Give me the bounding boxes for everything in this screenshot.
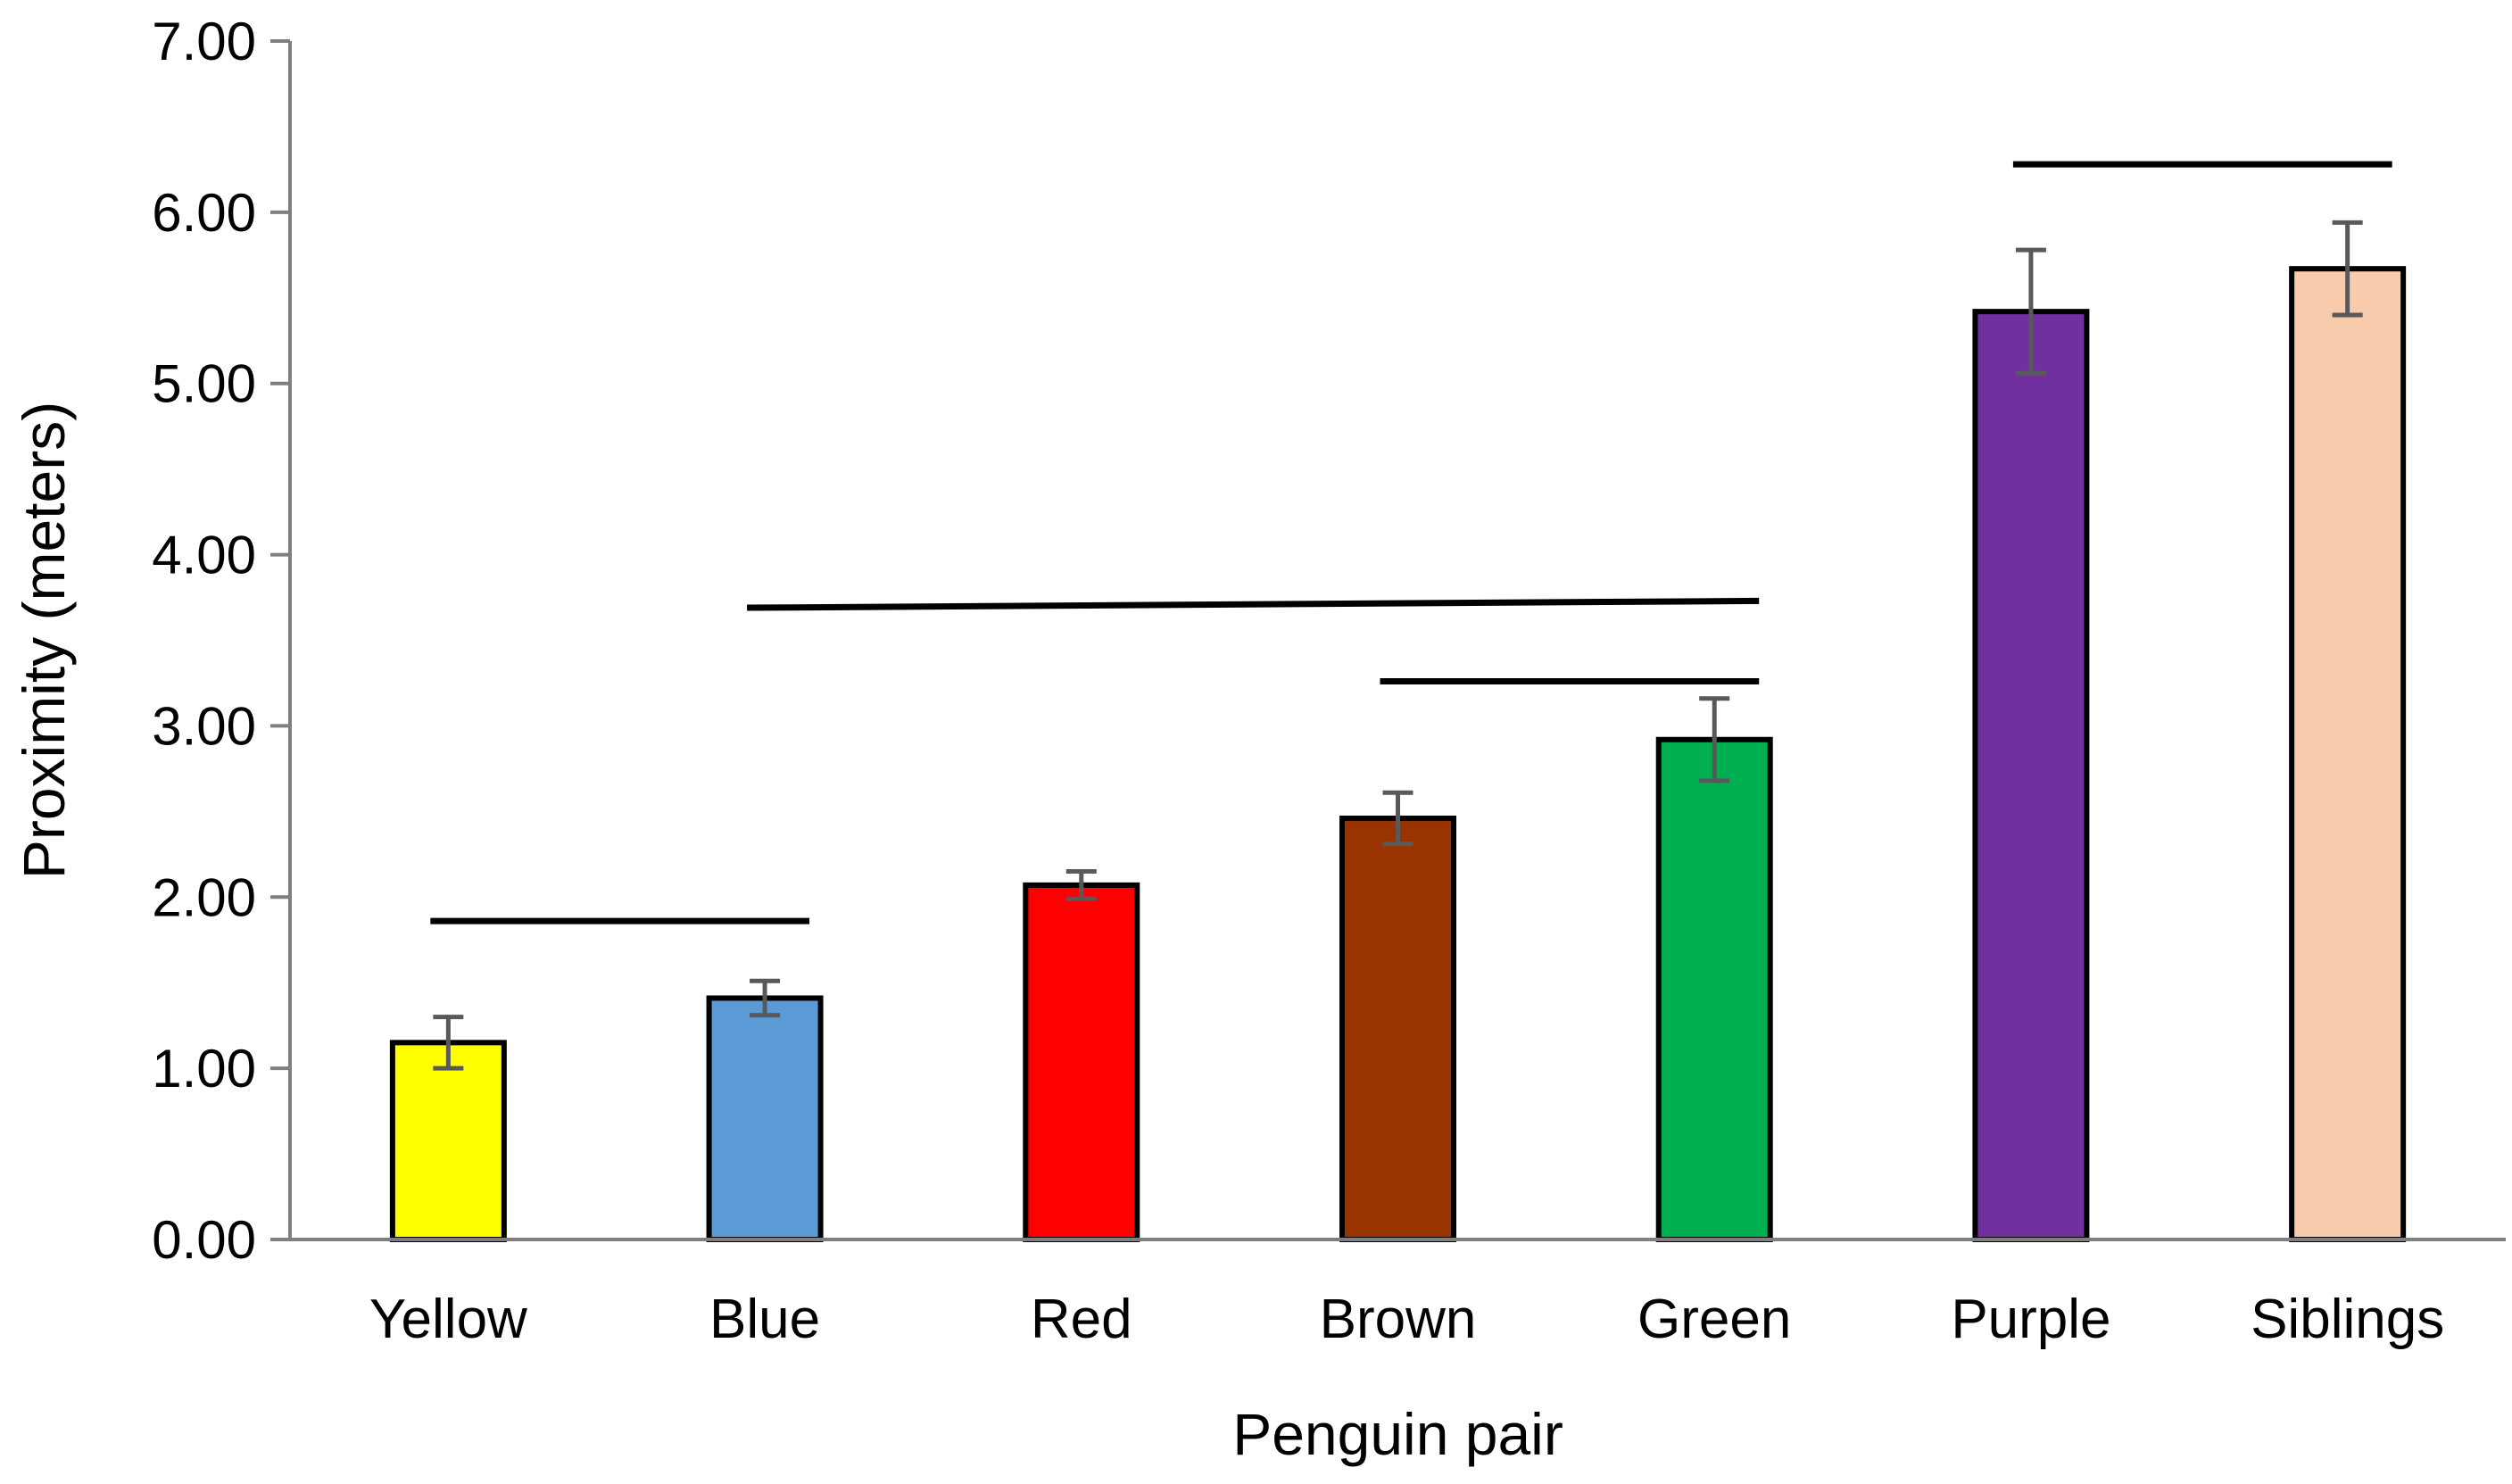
error-bar-siblings: [2332, 220, 2363, 318]
x-tick-label: Brown: [1320, 1289, 1477, 1350]
error-bar-brown: [1382, 790, 1414, 847]
bars: [389, 266, 2407, 1243]
bar-yellow: [389, 1040, 507, 1242]
x-tick-label: Purple: [1951, 1289, 2110, 1350]
bar-green: [1655, 736, 1773, 1242]
x-axis: Yellow Blue Red Brown Green Purple Siblings: [270, 1238, 2506, 1350]
error-bars: [433, 220, 2363, 1071]
y-tick-label: 6.00: [152, 183, 256, 243]
y-tick-label: 1.00: [152, 1039, 256, 1098]
bar-purple: [1972, 309, 2090, 1242]
y-tick-label: 3.00: [152, 696, 256, 756]
significance-brackets: [430, 161, 2392, 924]
x-tick-label: Red: [1031, 1289, 1132, 1350]
x-tick-label: Green: [1637, 1289, 1791, 1350]
x-tick-label: Yellow: [369, 1289, 527, 1350]
y-tick-label: 0.00: [152, 1210, 256, 1270]
y-axis: 0.00 1.00 2.00 3.00 4.00 5.00 6.00 7.00: [152, 12, 292, 1270]
error-bar-green: [1699, 696, 1730, 783]
y-tick-label: 4.00: [152, 526, 256, 585]
x-axis-title: Penguin pair: [1232, 1401, 1563, 1467]
error-bar-purple: [2015, 247, 2046, 376]
x-tick-label: Blue: [709, 1289, 820, 1350]
bar-red: [1023, 882, 1140, 1242]
significance-line-blue-green: [747, 597, 1760, 611]
y-tick-label: 7.00: [152, 12, 256, 71]
bar-brown: [1339, 816, 1456, 1242]
bar-blue: [706, 995, 824, 1243]
y-tick-label: 2.00: [152, 867, 256, 927]
y-axis-title: Proximity (meters): [11, 402, 77, 879]
error-bar-yellow: [433, 1015, 464, 1071]
error-bar-blue: [750, 978, 781, 1018]
bar-siblings: [2289, 266, 2407, 1242]
x-tick-label: Siblings: [2251, 1289, 2444, 1350]
y-tick-label: 5.00: [152, 354, 256, 414]
error-bar-red: [1065, 869, 1097, 901]
